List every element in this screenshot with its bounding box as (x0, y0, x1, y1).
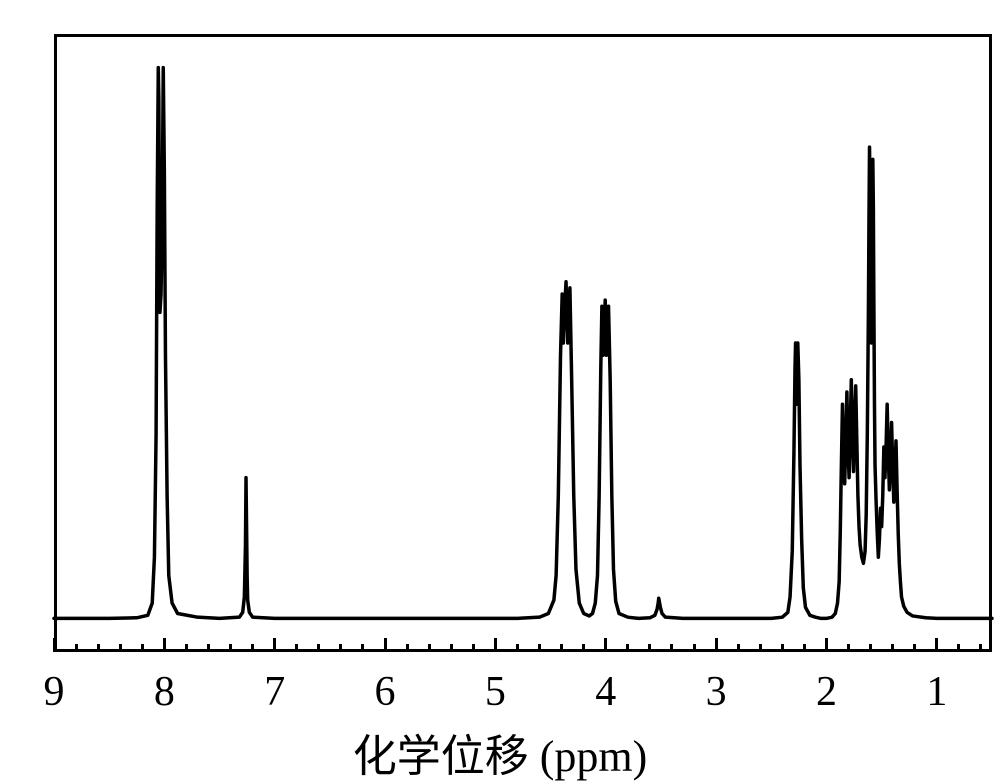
x-tick-minor (97, 644, 100, 652)
x-tick-minor (207, 644, 210, 652)
x-tick-minor (759, 644, 762, 652)
x-tick-major (935, 638, 938, 652)
x-tick-minor (869, 644, 872, 652)
x-tick-minor (428, 644, 431, 652)
x-tick-label: 4 (595, 668, 616, 716)
x-tick-minor (251, 644, 254, 652)
x-tick-label: 3 (706, 668, 727, 716)
x-tick-label: 7 (264, 668, 285, 716)
x-tick-minor (582, 644, 585, 652)
x-tick-minor (516, 644, 519, 652)
x-tick-minor (229, 644, 232, 652)
x-tick-minor (406, 644, 409, 652)
x-tick-minor (891, 644, 894, 652)
x-tick-label: 8 (154, 668, 175, 716)
x-tick-minor (339, 644, 342, 652)
x-tick-minor (693, 644, 696, 652)
x-tick-minor (538, 644, 541, 652)
x-tick-label: 5 (485, 668, 506, 716)
x-tick-major (715, 638, 718, 652)
x-tick-minor (979, 644, 982, 652)
x-tick-label: 6 (375, 668, 396, 716)
x-tick-major (53, 638, 56, 652)
x-tick-minor (847, 644, 850, 652)
x-tick-minor (185, 644, 188, 652)
x-tick-major (384, 638, 387, 652)
x-tick-minor (472, 644, 475, 652)
x-tick-minor (670, 644, 673, 652)
spectrum-trace (54, 68, 992, 619)
x-tick-major (494, 638, 497, 652)
x-tick-minor (119, 644, 122, 652)
x-tick-minor (913, 644, 916, 652)
x-tick-minor (781, 644, 784, 652)
x-tick-label: 1 (926, 668, 947, 716)
x-tick-minor (450, 644, 453, 652)
x-tick-minor (737, 644, 740, 652)
x-tick-minor (361, 644, 364, 652)
x-tick-minor (295, 644, 298, 652)
x-tick-minor (560, 644, 563, 652)
x-tick-label: 2 (816, 668, 837, 716)
x-tick-major (825, 638, 828, 652)
x-tick-major (163, 638, 166, 652)
x-tick-major (273, 638, 276, 652)
spectrum-line (0, 0, 1000, 783)
x-tick-minor (957, 644, 960, 652)
x-tick-minor (317, 644, 320, 652)
x-tick-minor (141, 644, 144, 652)
x-tick-label: 9 (44, 668, 65, 716)
x-tick-major (604, 638, 607, 652)
nmr-spectrum-figure: 9 8 7 6 5 4 3 2 1 化学位移 (ppm) (0, 0, 1000, 783)
x-tick-minor (803, 644, 806, 652)
x-tick-minor (648, 644, 651, 652)
x-tick-minor (75, 644, 78, 652)
x-tick-minor (626, 644, 629, 652)
x-axis-label: 化学位移 (ppm) (0, 720, 1000, 784)
